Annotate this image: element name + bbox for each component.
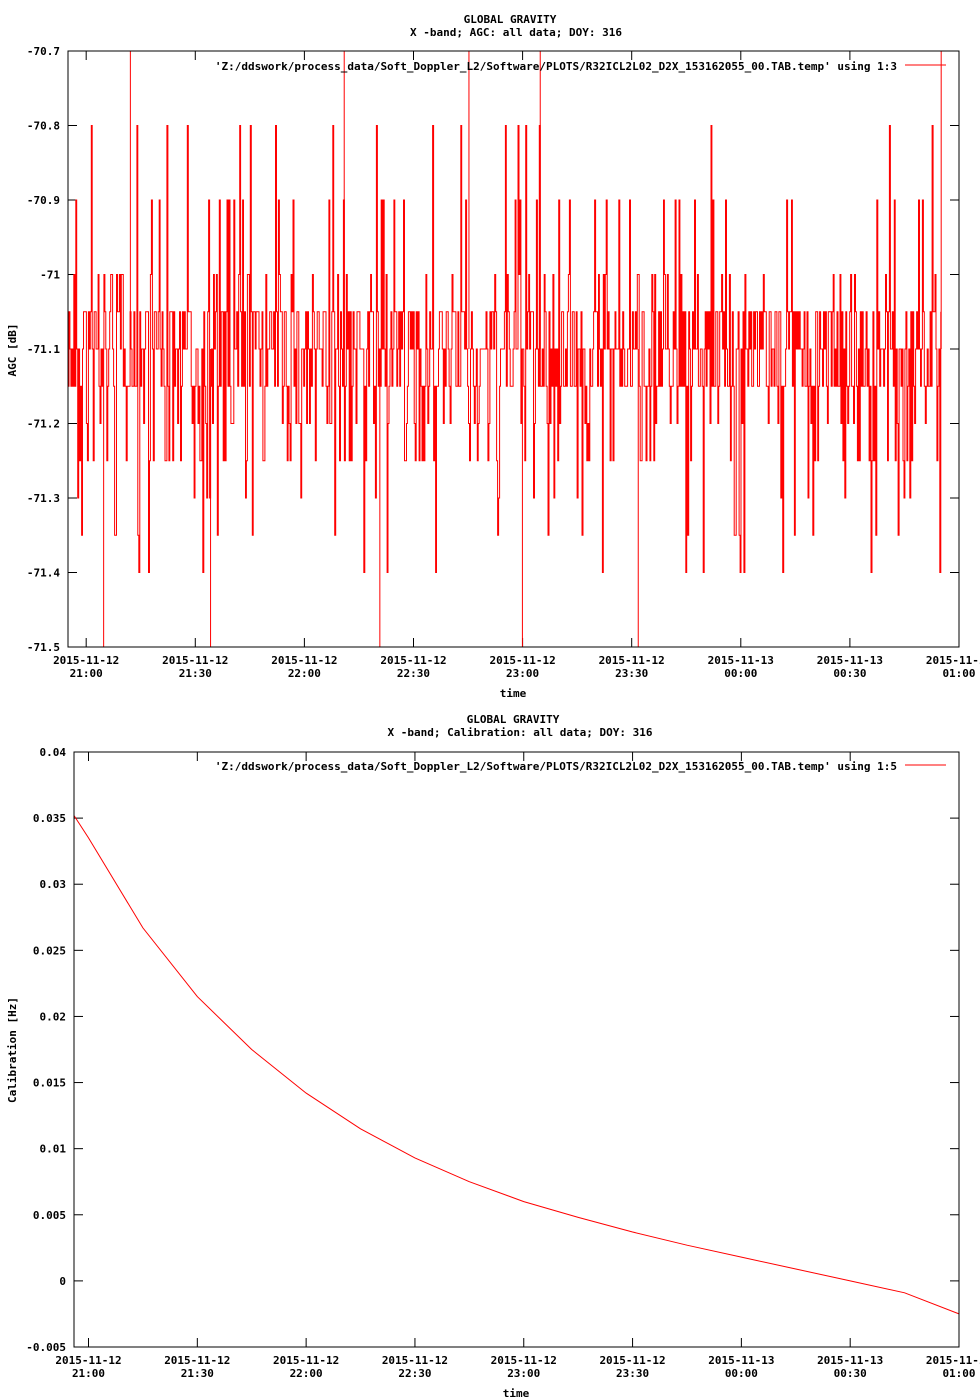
agc-chart: GLOBAL GRAVITY X -band; AGC: all data; D… (6, 13, 980, 700)
x-tick-label-date: 2015-11-13 (708, 654, 774, 667)
y-tick-label: -71 (40, 269, 60, 282)
plot-frame (73, 751, 960, 1348)
calibration-series-line (73, 815, 960, 1315)
x-tick-label-time: 00:00 (725, 1367, 758, 1380)
x-ticks: 2015-11-1221:002015-11-1221:302015-11-12… (53, 51, 980, 680)
y-tick-label: -70.8 (27, 120, 60, 133)
x-tick-label-time: 23:30 (616, 1367, 649, 1380)
y-tick-label: 0.03 (40, 878, 67, 891)
agc-series-line (67, 51, 942, 647)
x-tick-label-time: 00:30 (833, 667, 866, 680)
x-tick-label-date: 2015-11-13 (708, 1354, 774, 1367)
x-tick-label-time: 22:30 (397, 667, 430, 680)
x-tick-label-time: 21:30 (181, 1367, 214, 1380)
chart-title: GLOBAL GRAVITY (464, 13, 557, 26)
chart-subtitle: X -band; Calibration: all data; DOY: 316 (388, 726, 653, 739)
agc-trace (67, 125, 942, 573)
y-tick-label: 0 (59, 1275, 66, 1288)
x-tick-label-time: 23:00 (506, 667, 539, 680)
y-tick-label: 0.025 (33, 944, 66, 957)
x-tick-label-date: 2015-11-12 (599, 1354, 665, 1367)
x-tick-label-time: 22:00 (290, 1367, 323, 1380)
calibration-curve (73, 815, 960, 1315)
y-axis-label: AGC [dB] (6, 324, 19, 377)
calibration-chart: GLOBAL GRAVITY X -band; Calibration: all… (6, 713, 980, 1400)
x-tick-label-date: 2015-11-13 (817, 1354, 883, 1367)
x-tick-label-time: 21:00 (70, 667, 103, 680)
x-tick-label-time: 00:30 (834, 1367, 867, 1380)
y-tick-label: -70.7 (27, 45, 60, 58)
x-tick-label-time: 01:00 (942, 1367, 975, 1380)
plot-frame (67, 50, 960, 648)
x-tick-label-date: 2015-11-12 (53, 654, 119, 667)
y-tick-label: -70.9 (27, 194, 60, 207)
x-tick-label-date: 2015-11-13 (926, 1354, 980, 1367)
y-tick-label: 0.01 (40, 1143, 67, 1156)
x-tick-label-time: 01:00 (942, 667, 975, 680)
y-tick-label: -71.2 (27, 418, 60, 431)
x-tick-label-time: 22:30 (398, 1367, 431, 1380)
x-tick-label-date: 2015-11-12 (382, 1354, 448, 1367)
x-tick-label-time: 21:00 (72, 1367, 105, 1380)
x-tick-label-date: 2015-11-12 (491, 1354, 557, 1367)
x-axis-label: time (503, 1387, 530, 1400)
y-ticks: 0.04 0.035 0.03 0.025 0.02 0.015 0.01 0.005 0 -0.… (26, 746, 959, 1354)
legend: 'Z:/ddswork/process_data/Soft_Doppler_L2… (215, 760, 946, 773)
x-tick-label-date: 2015-11-12 (273, 1354, 339, 1367)
x-ticks: 2015-11-1221:002015-11-1221:302015-11-12… (55, 752, 980, 1380)
x-tick-label-date: 2015-11-13 (817, 654, 883, 667)
x-tick-label-date: 2015-11-12 (164, 1354, 230, 1367)
y-ticks: -70.7 -70.8 -70.9 -71 -71.1 -71.2 -71.3 -71.4 -7… (27, 45, 959, 654)
chart-title: GLOBAL GRAVITY (467, 713, 560, 726)
x-tick-label-time: 21:30 (179, 667, 212, 680)
x-tick-label-time: 22:00 (288, 667, 321, 680)
x-tick-label-date: 2015-11-12 (271, 654, 337, 667)
x-tick-label-date: 2015-11-12 (599, 654, 665, 667)
x-tick-label-date: 2015-11-13 (926, 654, 980, 667)
y-tick-label: 0.02 (40, 1010, 67, 1023)
legend-label: 'Z:/ddswork/process_data/Soft_Doppler_L2… (215, 60, 897, 73)
y-tick-label: -71.4 (27, 567, 60, 580)
chart-subtitle: X -band; AGC: all data; DOY: 316 (410, 26, 622, 39)
x-tick-label-time: 23:00 (507, 1367, 540, 1380)
y-tick-label: -0.005 (26, 1341, 66, 1354)
x-tick-label-time: 23:30 (615, 667, 648, 680)
legend-label: 'Z:/ddswork/process_data/Soft_Doppler_L2… (215, 760, 897, 773)
y-tick-label: 0.035 (33, 812, 66, 825)
x-tick-label-date: 2015-11-12 (380, 654, 446, 667)
legend: 'Z:/ddswork/process_data/Soft_Doppler_L2… (215, 60, 946, 73)
x-tick-label-date: 2015-11-12 (489, 654, 555, 667)
x-tick-label-time: 00:00 (724, 667, 757, 680)
y-tick-label: -71.5 (27, 641, 60, 654)
y-tick-label: 0.015 (33, 1077, 66, 1090)
x-tick-label-date: 2015-11-12 (55, 1354, 121, 1367)
y-tick-label: -71.3 (27, 492, 60, 505)
x-tick-label-date: 2015-11-12 (162, 654, 228, 667)
x-axis-label: time (500, 687, 527, 700)
y-tick-label: 0.04 (40, 746, 67, 759)
y-axis-label: Calibration [Hz] (6, 997, 19, 1103)
y-tick-label: 0.005 (33, 1209, 66, 1222)
y-tick-label: -71.1 (27, 343, 60, 356)
